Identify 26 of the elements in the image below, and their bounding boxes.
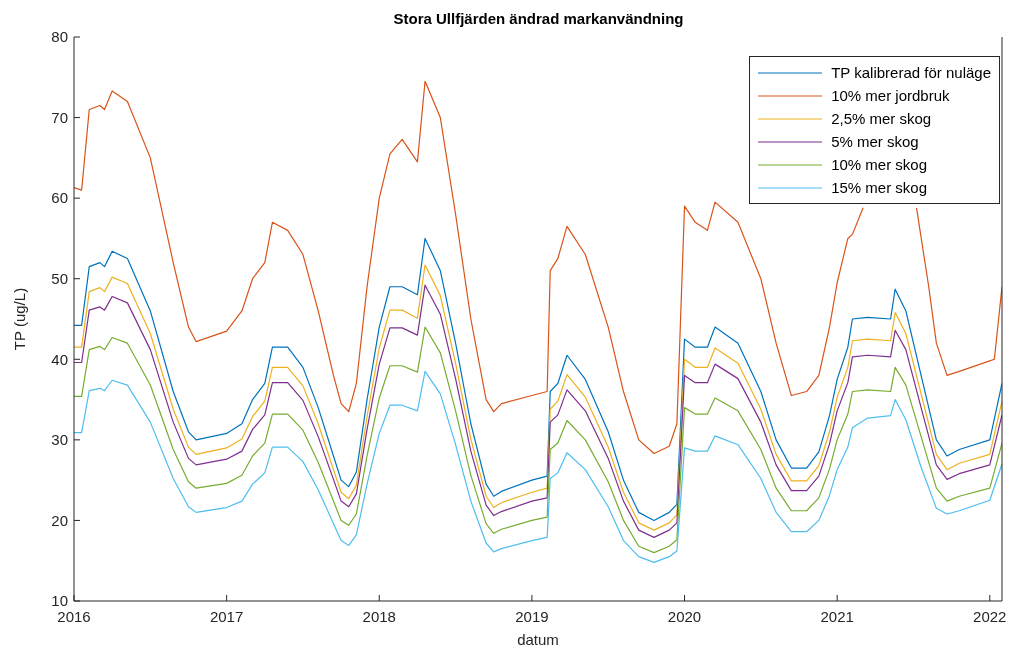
y-tick-label: 50: [51, 270, 68, 288]
x-tick-label: 2021: [820, 607, 854, 625]
x-tick-label: 2019: [515, 607, 549, 625]
y-tick-label: 70: [51, 108, 68, 126]
line-series: [74, 326, 1002, 554]
y-tick-label: 10: [51, 592, 68, 610]
x-tick-label: 2018: [362, 607, 396, 625]
legend-label: 10% mer skog: [831, 155, 928, 175]
y-tick-label: 40: [51, 350, 68, 368]
x-tick-label: 2022: [973, 607, 1007, 625]
x-axis-title: datum: [517, 631, 559, 648]
line-series: [74, 370, 1002, 563]
x-tick-label: 2017: [209, 607, 244, 625]
y-tick-label: 30: [51, 431, 68, 449]
legend-label: 2,5% mer skog: [831, 109, 932, 129]
legend-label: 10% mer jordbruk: [831, 86, 950, 106]
y-tick-label: 20: [51, 511, 68, 529]
y-axis-title: TP (ug/L): [11, 287, 29, 351]
legend-label: TP kalibrerad för nuläge: [831, 63, 991, 83]
x-tick-label: 2016: [57, 607, 91, 625]
y-tick-label: 60: [51, 189, 68, 207]
x-tick-label: 2020: [667, 607, 702, 625]
y-tick-label: 80: [51, 28, 68, 46]
legend-label: 15% mer skog: [831, 178, 928, 198]
legend-label: 5% mer skog: [831, 132, 919, 152]
chart-title: Stora Ullfjärden ändrad markanvändning: [392, 10, 685, 27]
